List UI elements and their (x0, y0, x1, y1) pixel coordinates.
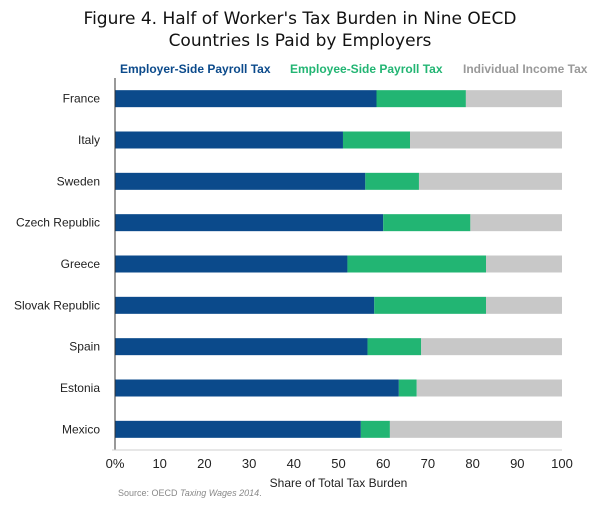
bar-spain-series-0 (115, 338, 368, 356)
x-tick-label: 100 (551, 456, 573, 471)
x-axis-label: Share of Total Tax Burden (270, 476, 408, 490)
category-label: Czech Republic (16, 216, 100, 230)
chart-title: Figure 4. Half of Worker's Tax Burden in… (0, 8, 600, 52)
x-tick-label: 50 (331, 456, 345, 471)
source-note: Source: OECD Taxing Wages 2014. (118, 488, 262, 498)
category-label: Slovak Republic (14, 298, 100, 312)
x-tick-label: 60 (376, 456, 390, 471)
bar-italy-series-2 (410, 131, 562, 149)
source-suffix: . (259, 488, 262, 498)
bar-mexico-series-1 (360, 420, 390, 438)
bar-france-series-2 (465, 90, 562, 108)
bar-spain-series-1 (367, 338, 422, 356)
category-label: Spain (69, 340, 100, 354)
bar-sweden-series-1 (365, 172, 419, 190)
bar-france-series-0 (115, 90, 377, 108)
source-prefix: Source: OECD (118, 488, 181, 498)
x-tick-label: 30 (242, 456, 256, 471)
bar-sweden-series-2 (418, 172, 562, 190)
bar-mexico-series-2 (389, 420, 562, 438)
legend-income: Individual Income Tax (463, 62, 588, 76)
legend-employer: Employer-Side Payroll Tax (120, 62, 271, 76)
bar-estonia-series-1 (398, 379, 417, 397)
chart-title-line-1: Figure 4. Half of Worker's Tax Burden in… (83, 9, 517, 29)
bar-slovak-republic-series-2 (486, 296, 562, 314)
bar-greece-series-1 (347, 255, 487, 273)
bar-spain-series-2 (421, 338, 562, 356)
bar-estonia-series-0 (115, 379, 399, 397)
bar-italy-series-1 (342, 131, 411, 149)
x-tick-label: 40 (287, 456, 301, 471)
source-title: Taxing Wages 2014 (180, 488, 260, 498)
x-tick-label: 0% (106, 456, 125, 471)
bar-italy-series-0 (115, 131, 343, 149)
bar-slovak-republic-series-0 (115, 296, 375, 314)
legend-employee: Employee-Side Payroll Tax (290, 62, 443, 76)
bar-mexico-series-0 (115, 420, 361, 438)
bar-czech-republic-series-1 (383, 214, 471, 232)
bar-sweden-series-0 (115, 172, 366, 190)
bar-greece-series-2 (486, 255, 562, 273)
category-label: Estonia (60, 381, 100, 395)
bar-greece-series-0 (115, 255, 348, 273)
category-label: France (63, 92, 101, 106)
x-tick-label: 80 (465, 456, 479, 471)
x-tick-label: 20 (197, 456, 211, 471)
chart-title-line-2: Countries Is Paid by Employers (168, 31, 432, 51)
bar-slovak-republic-series-1 (374, 296, 487, 314)
bar-estonia-series-2 (416, 379, 562, 397)
x-tick-label: 70 (421, 456, 435, 471)
category-label: Mexico (62, 422, 100, 436)
bar-czech-republic-series-0 (115, 214, 384, 232)
bar-czech-republic-series-2 (470, 214, 562, 232)
category-label: Greece (61, 257, 101, 271)
bar-france-series-1 (376, 90, 466, 108)
x-tick-label: 90 (510, 456, 524, 471)
category-label: Italy (78, 133, 100, 147)
category-label: Sweden (57, 174, 100, 188)
x-tick-label: 10 (152, 456, 166, 471)
